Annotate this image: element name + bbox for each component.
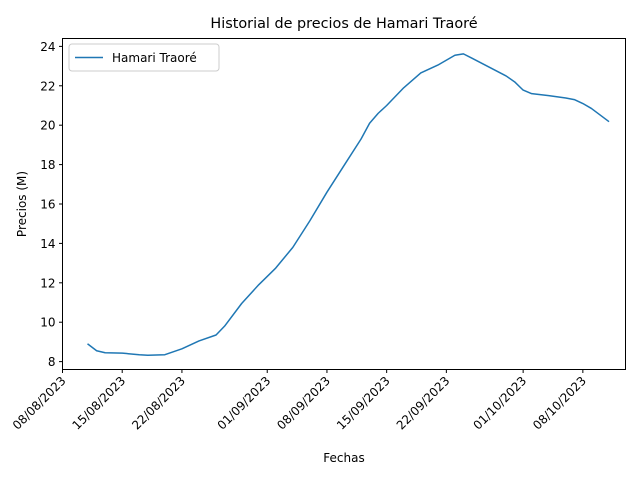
y-tick-label: 20 (40, 119, 55, 133)
y-tick-label: 22 (40, 79, 55, 93)
y-tick-label: 8 (48, 355, 56, 369)
y-tick-label: 16 (40, 198, 55, 212)
chart-title: Historial de precios de Hamari Traoré (210, 16, 477, 32)
y-tick-label: 24 (40, 40, 55, 54)
plot-area (87, 53, 610, 357)
series-line (87, 53, 610, 357)
y-axis: 8 10 12 14 16 18 20 22 24 (40, 40, 63, 369)
y-tick-label: 12 (40, 276, 55, 290)
y-tick-label: 14 (40, 237, 55, 251)
x-axis-label: Fechas (323, 451, 364, 465)
legend-label: Hamari Traoré (112, 51, 197, 65)
legend-box (68, 43, 220, 72)
y-tick-label: 10 (40, 316, 55, 330)
y-tick-label: 18 (40, 158, 55, 172)
y-axis-label: Precios (M) (15, 171, 29, 237)
legend: Hamari Traoré (68, 43, 220, 72)
